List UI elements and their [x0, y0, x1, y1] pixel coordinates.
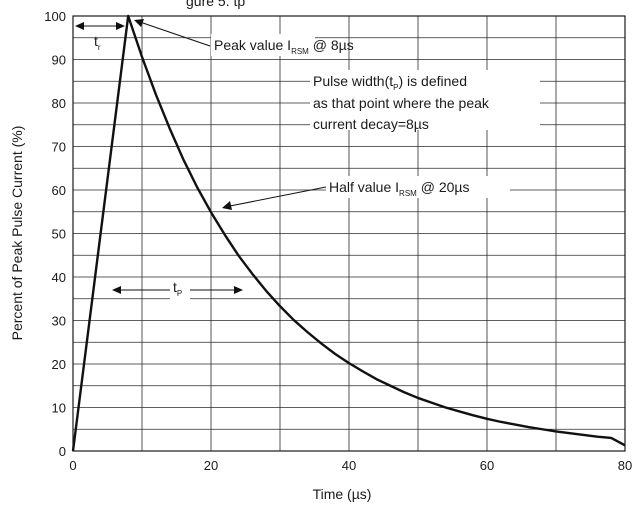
tp-label-bg [170, 278, 190, 304]
y-tick-label: 90 [52, 53, 66, 68]
y-tick-label: 70 [52, 140, 66, 155]
x-axis-label: Time (µs) [313, 486, 372, 502]
y-axis-ticks: 0 10 20 30 40 50 60 70 80 90 100 [44, 9, 66, 459]
peak-label-bg [211, 34, 315, 56]
pulse-width-note-bg [310, 70, 540, 130]
tr-label: tr [94, 33, 101, 52]
y-tick-label: 0 [59, 444, 66, 459]
y-tick-label: 30 [52, 314, 66, 329]
half-label-bg [326, 176, 510, 198]
x-tick-label: 0 [69, 458, 76, 473]
y-tick-label: 60 [52, 183, 66, 198]
tp-arrowhead-right [234, 286, 243, 294]
pulse-width-line1: Pulse width(tP) is defined [313, 73, 467, 92]
pulse-width-line2: as that point where the peak [313, 95, 490, 111]
y-tick-label: 50 [52, 227, 66, 242]
peak-leader [139, 21, 211, 47]
tp-label: tP [173, 279, 182, 298]
chart-title-fragment: gure 5. tp [186, 0, 245, 9]
x-tick-label: 20 [204, 458, 218, 473]
pulse-curve [71, 14, 626, 452]
half-label: Half value IRSM @ 20µs [329, 179, 469, 198]
tp-arrowhead-left [112, 286, 121, 294]
plot-frame [72, 15, 626, 452]
x-axis-ticks: 0 20 40 60 80 [69, 458, 632, 473]
x-tick-label: 40 [342, 458, 356, 473]
half-arrowhead [222, 201, 232, 210]
tr-arrowhead-right [116, 22, 125, 30]
y-tick-label: 80 [52, 96, 66, 111]
y-tick-label: 10 [52, 401, 66, 416]
y-tick-label: 20 [52, 357, 66, 372]
peak-label: Peak value IRSM @ 8µs [214, 37, 354, 56]
y-axis-label: Percent of Peak Pulse Current (%) [9, 126, 25, 341]
y-tick-label: 100 [44, 9, 66, 24]
pulse-width-line3: current decay=8µs [313, 116, 429, 132]
x-tick-label: 60 [480, 458, 494, 473]
annotations: tr Peak value IRSM @ 8µs Pulse width(tP)… [75, 19, 540, 304]
x-tick-label: 80 [618, 458, 632, 473]
y-tick-label: 40 [52, 270, 66, 285]
peak-arrowhead [134, 19, 144, 27]
tr-arrowhead-left [75, 22, 84, 30]
half-leader [229, 186, 327, 207]
